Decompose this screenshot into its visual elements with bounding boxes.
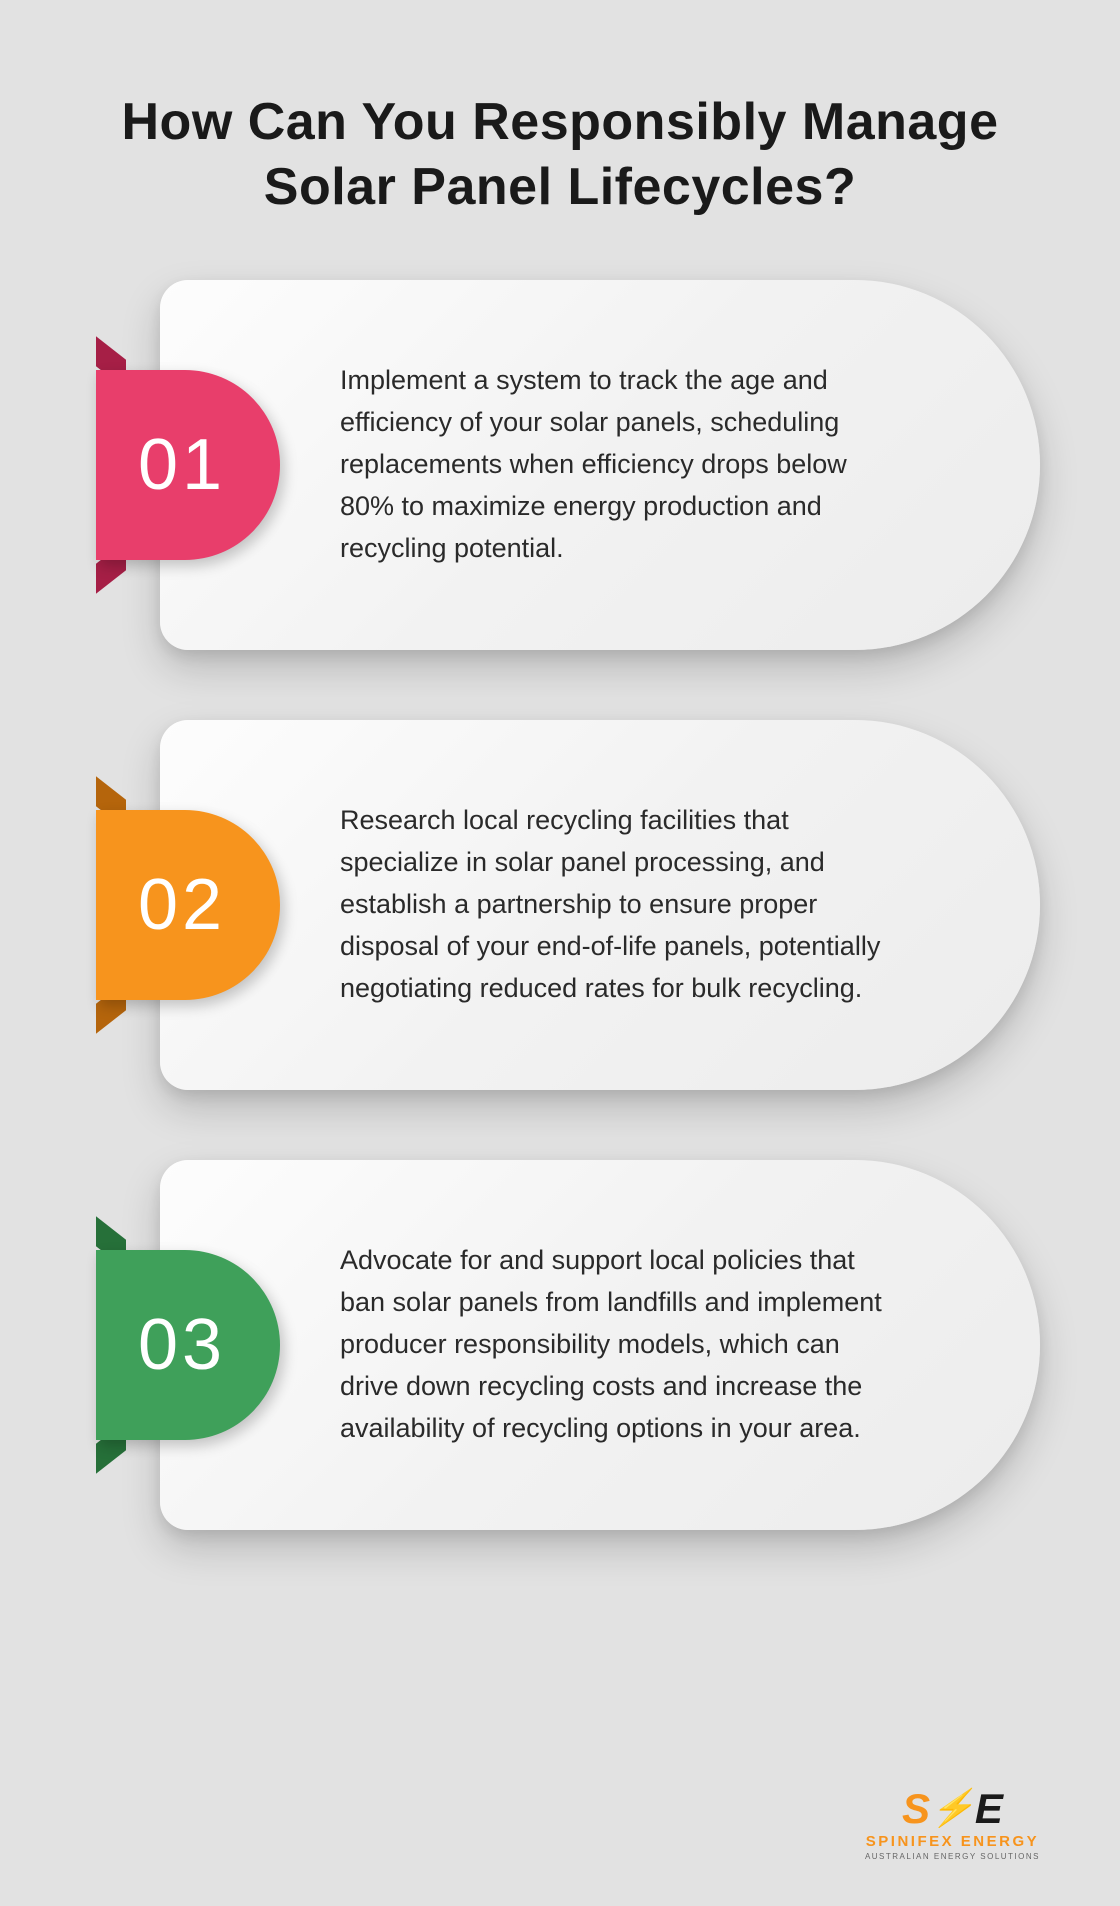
card-text: Advocate for and support local policies … [340, 1240, 900, 1449]
logo-tagline: AUSTRALIAN ENERGY SOLUTIONS [865, 1852, 1040, 1861]
card-body: Research local recycling facilities that… [160, 720, 1040, 1090]
step-number: 01 [138, 424, 238, 506]
cards-container: Implement a system to track the age and … [0, 280, 1120, 1530]
logo-name: SPINIFEX ENERGY [865, 1833, 1040, 1850]
badge-shape: 03 [96, 1250, 280, 1440]
step-badge-3: 03 [80, 1250, 280, 1440]
logo-letter: S [902, 1785, 930, 1832]
step-card-1: Implement a system to track the age and … [80, 280, 1040, 650]
logo-mark: S⚡E [902, 1788, 1003, 1830]
card-body: Advocate for and support local policies … [160, 1160, 1040, 1530]
badge-shape: 01 [96, 370, 280, 560]
step-card-3: Advocate for and support local policies … [80, 1160, 1040, 1530]
card-text: Research local recycling facilities that… [340, 800, 900, 1009]
brand-logo: S⚡E SPINIFEX ENERGY AUSTRALIAN ENERGY SO… [865, 1788, 1040, 1861]
card-body: Implement a system to track the age and … [160, 280, 1040, 650]
page-title: How Can You Responsibly Manage Solar Pan… [0, 0, 1120, 280]
step-number: 03 [138, 1304, 238, 1386]
card-text: Implement a system to track the age and … [340, 360, 900, 569]
step-badge-2: 02 [80, 810, 280, 1000]
logo-bolt-icon: ⚡ [930, 1787, 975, 1828]
step-badge-1: 01 [80, 370, 280, 560]
badge-shape: 02 [96, 810, 280, 1000]
step-card-2: Research local recycling facilities that… [80, 720, 1040, 1090]
step-number: 02 [138, 864, 238, 946]
logo-letter: E [975, 1785, 1003, 1832]
